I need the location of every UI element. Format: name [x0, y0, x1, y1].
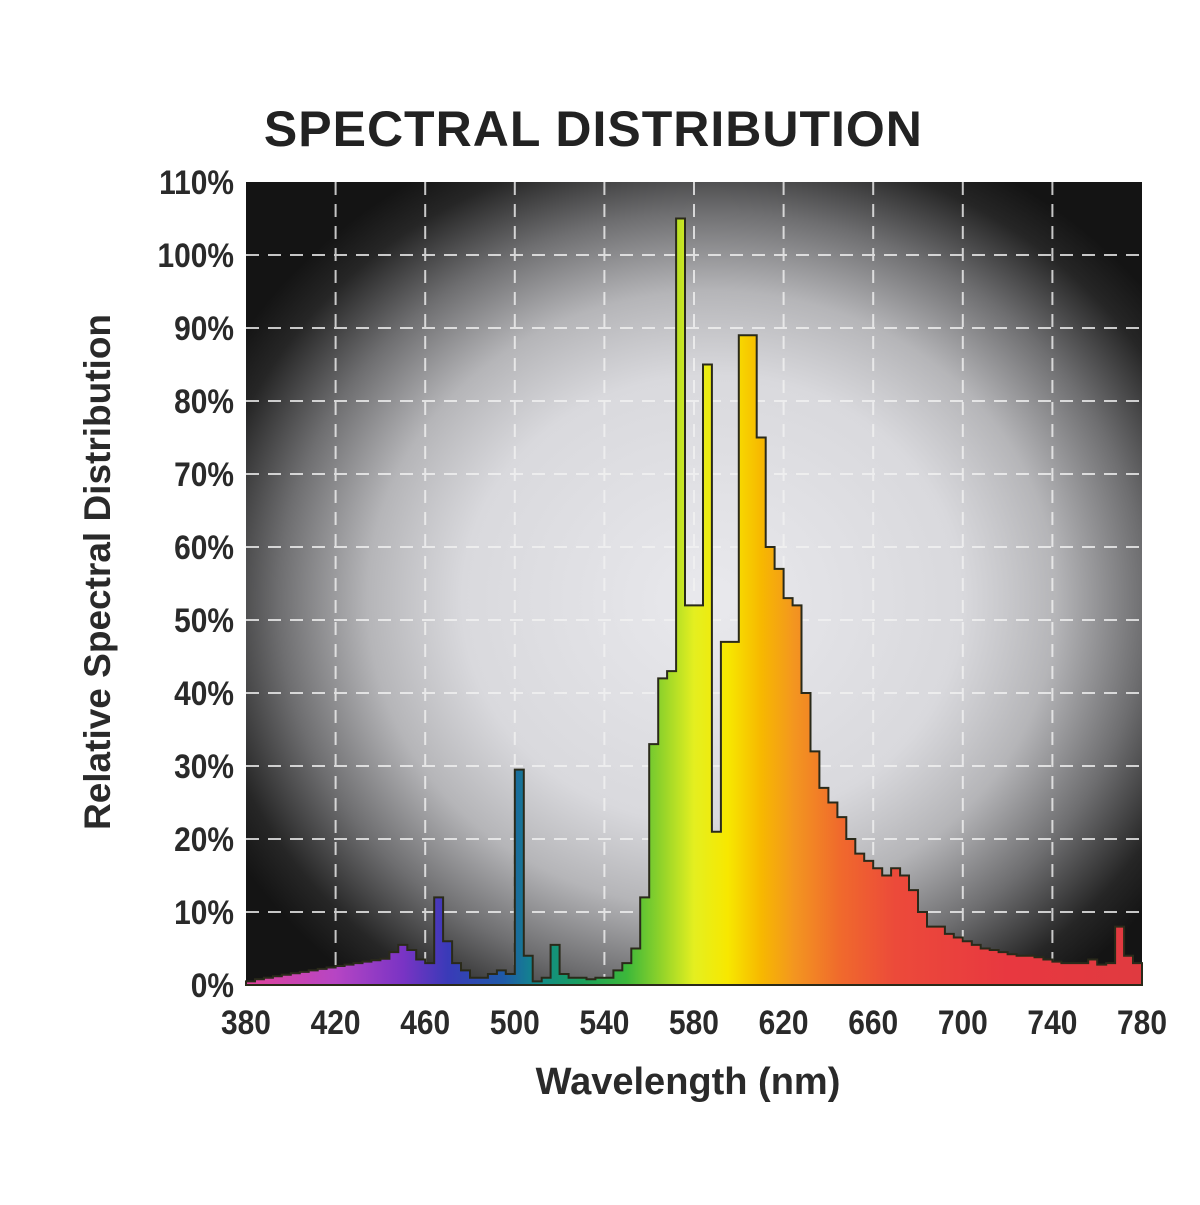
y-tick-label: 20% — [174, 820, 234, 858]
y-tick-label: 30% — [174, 747, 234, 785]
x-tick-label: 500 — [490, 1003, 540, 1041]
spectrum-series — [245, 217, 1143, 986]
x-tick-label: 740 — [1027, 1003, 1077, 1041]
y-tick-label: 90% — [174, 309, 234, 347]
y-tick-label: 100% — [157, 236, 234, 274]
x-axis-label: Wavelength (nm) — [536, 1061, 841, 1103]
x-tick-label: 540 — [579, 1003, 629, 1041]
y-tick-label: 60% — [174, 528, 234, 566]
x-tick-label: 380 — [221, 1003, 271, 1041]
y-axis-label: Relative Spectral Distribution — [77, 314, 118, 830]
chart-title: SPECTRAL DISTRIBUTION — [263, 101, 923, 157]
y-tick-label: 10% — [174, 893, 234, 931]
y-tick-label: 50% — [174, 601, 234, 639]
y-tick-label: 0% — [191, 966, 234, 1004]
x-tick-label: 460 — [400, 1003, 450, 1041]
x-tick-label: 420 — [311, 1003, 361, 1041]
y-tick-label: 80% — [174, 382, 234, 420]
x-tick-label: 620 — [759, 1003, 809, 1041]
x-tick-label: 580 — [669, 1003, 719, 1041]
x-tick-label: 700 — [938, 1003, 988, 1041]
y-axis-ticks: 0% 10% 20% 30% 40% 50% 60% 70% 80% 90% 100% 110% — [157, 163, 234, 1004]
y-tick-label: 40% — [174, 674, 234, 712]
y-tick-label: 110% — [159, 163, 234, 201]
x-axis-ticks: 380 420 460 500 540 580 620 660 700 740 780 — [221, 1003, 1167, 1041]
x-tick-label: 660 — [848, 1003, 898, 1041]
y-tick-label: 70% — [174, 455, 234, 493]
x-tick-label: 780 — [1117, 1003, 1167, 1041]
